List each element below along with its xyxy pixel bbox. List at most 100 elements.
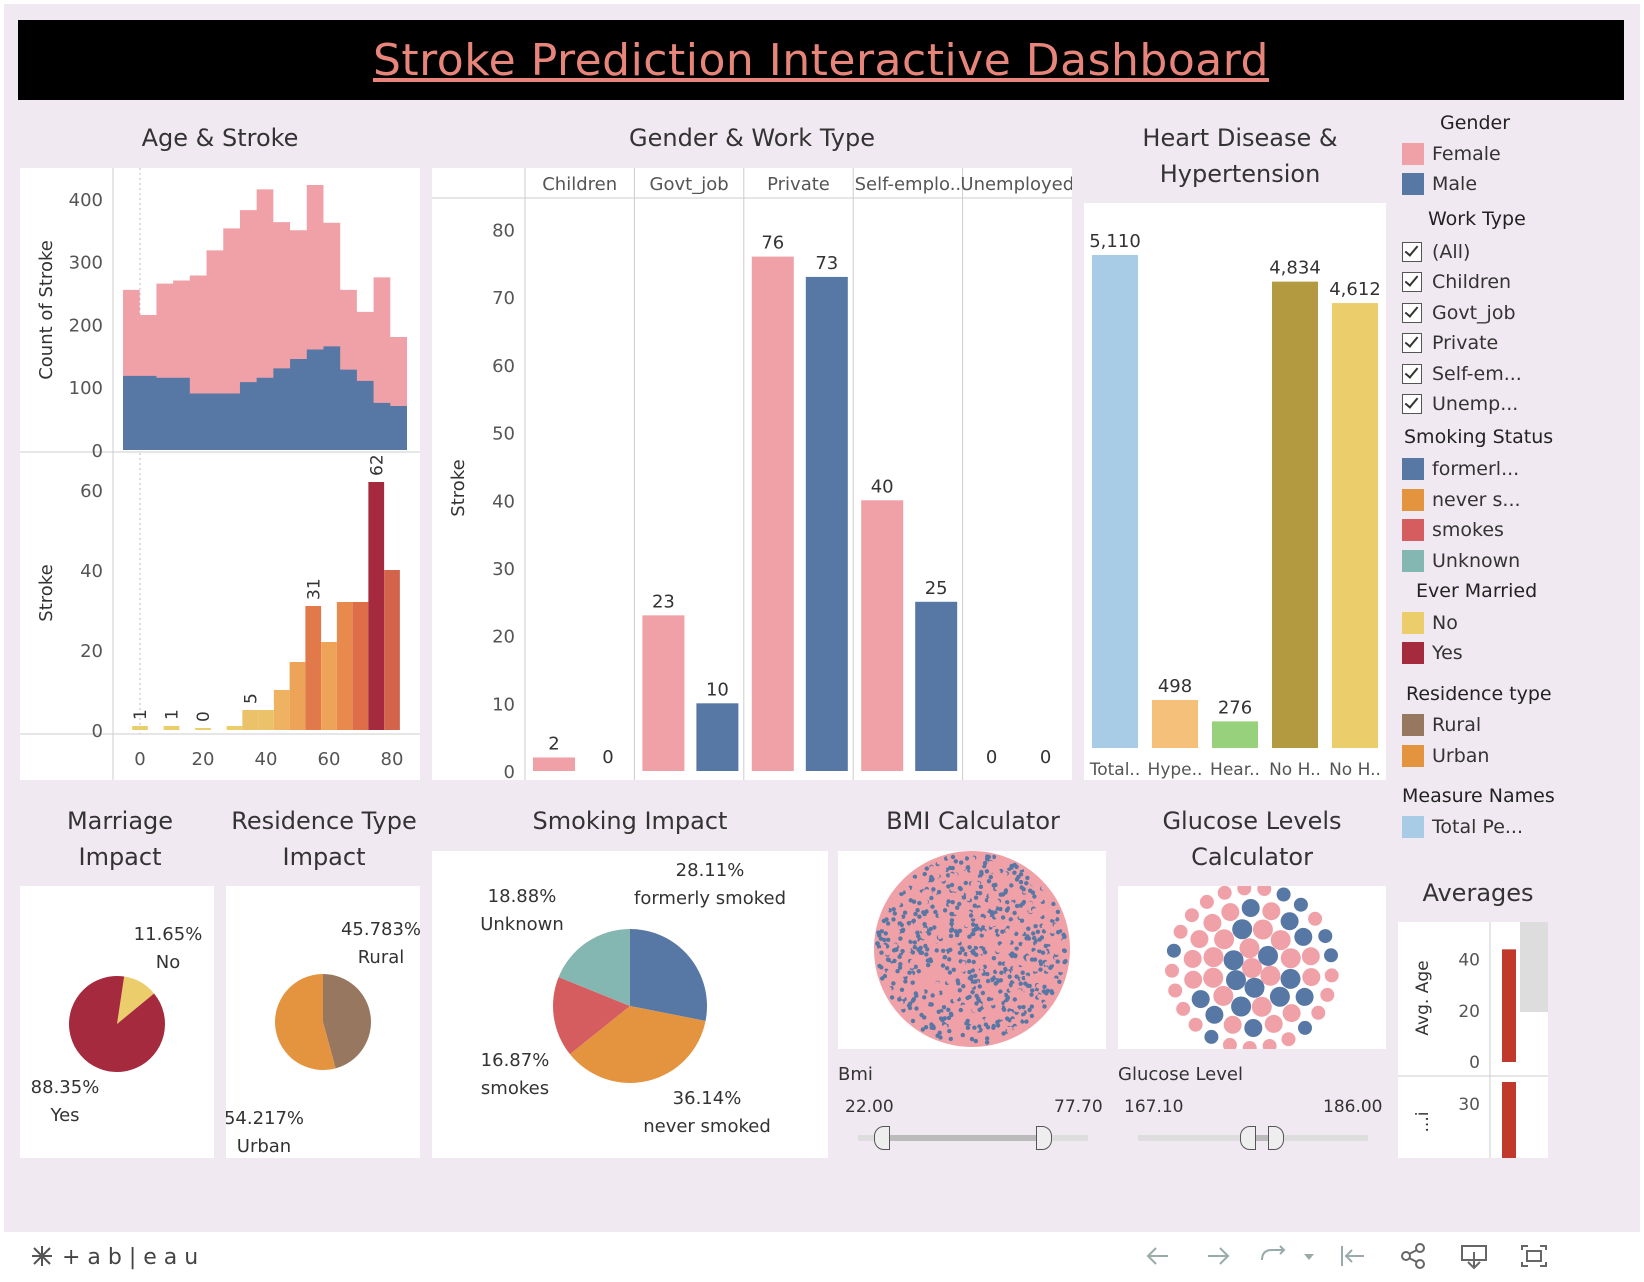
- bmi-dot: [1025, 983, 1030, 988]
- bmi-dot: [950, 854, 956, 860]
- bmi-dot: [1043, 943, 1048, 949]
- bmi-dot: [1014, 931, 1019, 936]
- bmi-dot: [944, 895, 949, 901]
- bmi-dot: [1051, 901, 1056, 907]
- averages-chart[interactable]: 0 20 40 Avg. Age 30 ...i: [1398, 922, 1548, 1158]
- bmi-dot: [977, 891, 983, 896]
- bmi-dot: [990, 1001, 995, 1006]
- bmi-dot: [884, 907, 889, 913]
- bmi-packed-circles[interactable]: [838, 851, 1106, 1049]
- bmi-dot: [1025, 875, 1030, 881]
- bmi-dot: [915, 930, 920, 935]
- bmi-dot: [1057, 979, 1062, 984]
- smoking-pie[interactable]: 28.11% formerly smoked 36.14% never smoked 1…: [432, 851, 828, 1158]
- work-type-filter-item[interactable]: Private: [1402, 331, 1498, 355]
- checkbox-checked-icon[interactable]: [1402, 302, 1422, 323]
- legend-item[interactable]: formerl...: [1402, 457, 1519, 481]
- bmi-dot: [1025, 955, 1031, 960]
- work-type-filter-item[interactable]: (All): [1402, 240, 1470, 264]
- bmi-dot: [1014, 974, 1019, 979]
- redo-icon[interactable]: [1208, 1247, 1230, 1265]
- bmi-dot: [931, 1024, 936, 1029]
- residence-pie[interactable]: 45.783% Rural 54.217% Urban: [224, 886, 421, 1158]
- checkbox-checked-icon[interactable]: [1402, 333, 1422, 354]
- bmi-dot: [986, 854, 992, 860]
- bmi-dot: [938, 877, 943, 882]
- work-type-filter-item[interactable]: Children: [1402, 270, 1511, 294]
- legend-item[interactable]: Male: [1402, 172, 1477, 196]
- bmi-dot: [922, 922, 927, 927]
- work-type-filter-item[interactable]: Self-em...: [1402, 362, 1522, 386]
- fullscreen-icon[interactable]: [1521, 1245, 1547, 1267]
- slice-name-label: Yes: [49, 1105, 79, 1126]
- legend-item[interactable]: never s...: [1402, 488, 1521, 512]
- bmi-dot: [930, 993, 935, 998]
- legend-item[interactable]: Female: [1402, 142, 1501, 166]
- bmi-max: 77.70: [1054, 1097, 1103, 1117]
- legend-item[interactable]: smokes: [1402, 518, 1504, 542]
- bmi-min: 22.00: [845, 1097, 894, 1117]
- gender-work-chart[interactable]: 01020304050607080StrokeChildren20Govt_jo…: [432, 168, 1074, 783]
- bmi-dot: [1021, 975, 1026, 981]
- download-icon[interactable]: [1461, 1245, 1487, 1270]
- legend-item[interactable]: No: [1402, 611, 1458, 635]
- checkbox-checked-icon[interactable]: [1402, 394, 1422, 414]
- bmi-dot: [1024, 906, 1029, 911]
- bmi-dot: [932, 890, 937, 895]
- bmi-dot: [936, 953, 942, 958]
- bmi-dot: [1013, 953, 1018, 958]
- bmi-dot: [998, 983, 1004, 988]
- checkbox-checked-icon[interactable]: [1402, 272, 1422, 293]
- bmi-dot: [946, 1007, 951, 1012]
- bmi-dot: [1037, 948, 1042, 954]
- legend-item[interactable]: Unknown: [1402, 549, 1520, 573]
- heart-chart[interactable]: 5,110 Total.. 498 Hype.. 276 Hear.. 4,834 No H.…: [1084, 203, 1386, 780]
- bmi-dot: [995, 1003, 1000, 1008]
- checkbox-checked-icon[interactable]: [1402, 363, 1422, 384]
- bmi-dot: [921, 883, 927, 888]
- checkbox-checked-icon[interactable]: [1402, 242, 1422, 262]
- legend-item[interactable]: Rural: [1402, 713, 1481, 737]
- bmi-dot: [1038, 967, 1043, 972]
- bmi-dot: [998, 989, 1003, 994]
- legend-item-label: formerl...: [1432, 458, 1520, 480]
- bmi-dot: [973, 941, 978, 946]
- bmi-dot: [961, 961, 966, 966]
- y-tick-label: 70: [492, 288, 515, 309]
- revert-icon[interactable]: [1261, 1245, 1314, 1261]
- bmi-dot: [986, 1029, 991, 1034]
- glucose-circle: [1168, 983, 1183, 998]
- bmi-dot: [1033, 950, 1038, 955]
- legend-item[interactable]: Yes: [1402, 641, 1463, 665]
- glucose-packed-circles[interactable]: [1118, 881, 1386, 1055]
- undo-icon[interactable]: [1146, 1247, 1168, 1265]
- bmi-dot: [1014, 903, 1020, 909]
- legend-item[interactable]: Total Pe...: [1402, 815, 1523, 839]
- glucose-slider-max-handle[interactable]: [1268, 1126, 1284, 1150]
- share-icon[interactable]: [1401, 1243, 1425, 1269]
- bmi-dot: [882, 937, 887, 943]
- bmi-dot: [1043, 966, 1048, 971]
- bmi-dot: [960, 1027, 966, 1032]
- tableau-logo-icon[interactable]: [32, 1246, 52, 1266]
- glucose-slider-min-handle[interactable]: [1240, 1126, 1256, 1150]
- marriage-pie[interactable]: 11.65% No 88.35% Yes: [20, 886, 214, 1158]
- work-type-filter-item[interactable]: Govt_job: [1402, 301, 1516, 325]
- bmi-dot: [977, 984, 982, 989]
- bmi-slider-min-handle[interactable]: [874, 1126, 890, 1150]
- legend-item[interactable]: Urban: [1402, 744, 1489, 768]
- bmi-dot: [936, 860, 942, 865]
- bmi-slider-max-handle[interactable]: [1036, 1126, 1052, 1150]
- reset-icon[interactable]: [1341, 1246, 1364, 1266]
- glucose-slider-track[interactable]: [1138, 1126, 1368, 1150]
- work-type-filter-item[interactable]: Unemp...: [1402, 392, 1518, 416]
- bmi-dot: [985, 1036, 990, 1041]
- dashboard-title[interactable]: Stroke Prediction Interactive Dashboard: [373, 34, 1269, 86]
- bmi-slider-track[interactable]: [858, 1126, 1088, 1150]
- slice-percent-label: 45.783%: [341, 919, 420, 940]
- bmi-dot: [1023, 921, 1028, 926]
- bmi-dot: [988, 983, 993, 989]
- bmi-dot: [1047, 899, 1053, 904]
- bmi-dot: [1020, 1024, 1025, 1030]
